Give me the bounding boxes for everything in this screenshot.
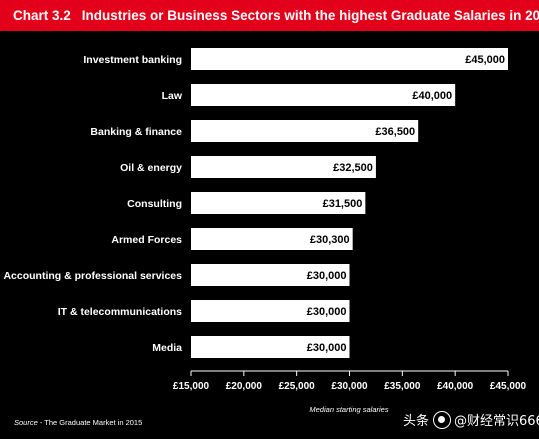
x-tick-label: £25,000 <box>279 381 316 392</box>
bar-value-label: £36,500 <box>375 126 415 138</box>
bars: Investment banking £45,000 Law £40,000 Banki… <box>3 48 508 358</box>
bar <box>191 300 350 322</box>
category-label: Consulting <box>127 198 182 210</box>
bar <box>191 84 456 106</box>
source-text: - The Graduate Market in 2015 <box>37 418 143 427</box>
chart-title: Industries or Business Sectors with the … <box>81 8 539 23</box>
x-tick-label: £15,000 <box>173 381 210 392</box>
category-label: Accounting & professional services <box>3 270 182 282</box>
watermark-prefix: 头条 <box>403 414 430 429</box>
bar-value-label: £40,000 <box>412 90 452 102</box>
bar <box>191 264 350 286</box>
bar-value-label: £30,000 <box>307 306 347 318</box>
category-label: IT & telecommunications <box>58 306 182 318</box>
title-bar: Chart 3.2 Industries or Business Sectors… <box>0 0 539 31</box>
bar-value-label: £31,500 <box>323 198 363 210</box>
x-tick-label: £35,000 <box>384 381 421 392</box>
x-tick-label: £30,000 <box>331 381 368 392</box>
x-axis: £15,000 £20,000 £25,000 £30,000 £35,000 £40,0… <box>173 370 527 414</box>
watermark-logo-icon <box>433 410 452 429</box>
watermark-handle: @财经常识666 <box>454 414 539 429</box>
x-tick-label: £20,000 <box>226 381 263 392</box>
category-label: Media <box>152 342 182 354</box>
bar <box>191 192 366 214</box>
chart-number: Chart 3.2 <box>13 8 71 23</box>
category-label: Oil & energy <box>120 162 182 174</box>
bar-value-label: £45,000 <box>465 54 505 66</box>
x-tick-label: £45,000 <box>490 381 527 392</box>
x-axis-title: Median starting salaries <box>309 405 388 414</box>
source-note: Source - The Graduate Market in 2015 <box>14 418 142 427</box>
category-label: Law <box>162 90 183 102</box>
bar-value-label: £30,000 <box>307 270 347 282</box>
bar <box>191 48 508 70</box>
bar <box>191 228 353 250</box>
bar <box>191 156 376 178</box>
category-label: Investment banking <box>83 54 182 66</box>
bar-value-label: £30,000 <box>307 342 347 354</box>
x-tick-label: £40,000 <box>437 381 474 392</box>
source-label: Source <box>14 418 38 427</box>
category-label: Armed Forces <box>111 234 182 246</box>
category-label: Banking & finance <box>90 126 182 138</box>
bar-value-label: £32,500 <box>333 162 373 174</box>
watermark: 头条 @财经常识666 <box>403 410 539 429</box>
bar-value-label: £30,300 <box>310 234 350 246</box>
bar <box>191 336 350 358</box>
bar <box>191 120 419 142</box>
